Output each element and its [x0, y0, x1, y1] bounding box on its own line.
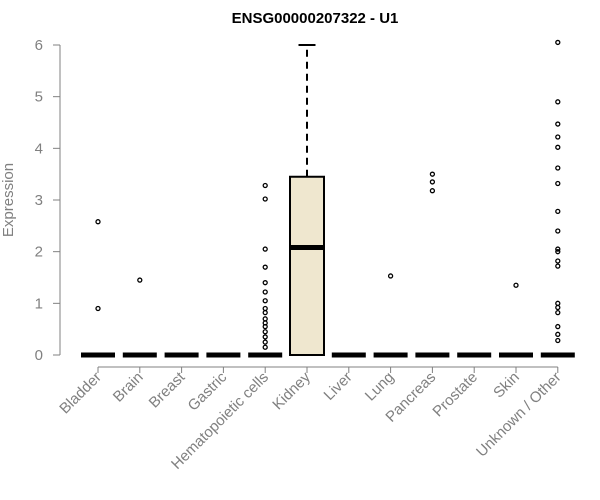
outlier-point [262, 196, 268, 202]
outlier-point [555, 337, 561, 344]
outlier-point [555, 323, 561, 330]
chart-title: ENSG00000207322 - U1 [232, 10, 399, 27]
outlier-point [262, 298, 268, 304]
outlier-point [513, 282, 519, 288]
outlier-point [262, 316, 268, 322]
box-brain [122, 277, 157, 358]
outlier-point [262, 305, 268, 312]
x-tick-label: Liver [321, 369, 356, 404]
outlier-point [555, 246, 561, 252]
y-tick-label: 2 [35, 244, 43, 261]
outlier-point [95, 219, 101, 225]
outlier-point [262, 339, 268, 345]
outlier-point [262, 280, 268, 286]
outlier-point [429, 179, 436, 185]
box-skin [499, 282, 533, 358]
x-tick-label: Breast [146, 368, 189, 411]
outlier-point [262, 334, 268, 340]
y-axis-label: Expression [0, 163, 17, 237]
outlier-point [555, 228, 561, 234]
x-tick-label: Prostate [429, 369, 481, 421]
box-hematopoietic-cells [248, 182, 283, 358]
outlier-point [262, 344, 268, 350]
box-body [289, 175, 325, 356]
y-tick-label: 1 [35, 295, 43, 312]
outlier-point [555, 304, 561, 311]
outlier-point [387, 273, 394, 279]
outlier-point [429, 188, 436, 194]
x-tick-label: Lung [362, 369, 398, 405]
outlier-point [262, 309, 268, 316]
box-unknown-other [540, 39, 575, 358]
outlier-point [555, 121, 561, 127]
box-bladder [81, 219, 115, 358]
outlier-point [262, 320, 268, 326]
x-tick-label: Brain [110, 369, 147, 406]
x-tick-label: Skin [490, 369, 523, 402]
outlier-point [262, 246, 268, 252]
outlier-point [262, 329, 268, 335]
y-tick-label: 6 [35, 37, 43, 54]
outlier-point [555, 249, 561, 255]
outlier-point [95, 305, 101, 312]
outlier-point [137, 277, 143, 283]
axes-group: 0 1 2 3 4 5 6 [35, 37, 559, 373]
outlier-point [555, 208, 561, 215]
outlier-point [262, 182, 268, 189]
box-lung [373, 273, 408, 358]
outlier-point [555, 263, 561, 269]
outlier-point [262, 289, 268, 295]
x-tick-label: Kidney [269, 368, 314, 413]
y-tick-label: 4 [35, 140, 43, 157]
box-pancreas [415, 171, 450, 358]
outlier-point [555, 165, 561, 171]
outlier-point [555, 309, 561, 316]
outlier-point [555, 300, 561, 306]
outlier-point [555, 39, 561, 46]
outlier-point [555, 331, 561, 337]
outlier-point [429, 171, 436, 177]
outlier-point [555, 144, 561, 150]
y-tick-label: 0 [35, 347, 43, 364]
y-tick-label: 3 [35, 192, 43, 209]
boxes-group [81, 39, 575, 358]
x-tick-label: Bladder [56, 369, 105, 418]
y-tick-label: 5 [35, 89, 43, 106]
box-kidney [289, 44, 325, 356]
outlier-point [555, 180, 561, 187]
outlier-point [262, 264, 268, 270]
outlier-point [555, 134, 561, 140]
outlier-point [555, 258, 561, 264]
outlier-point [555, 99, 561, 105]
